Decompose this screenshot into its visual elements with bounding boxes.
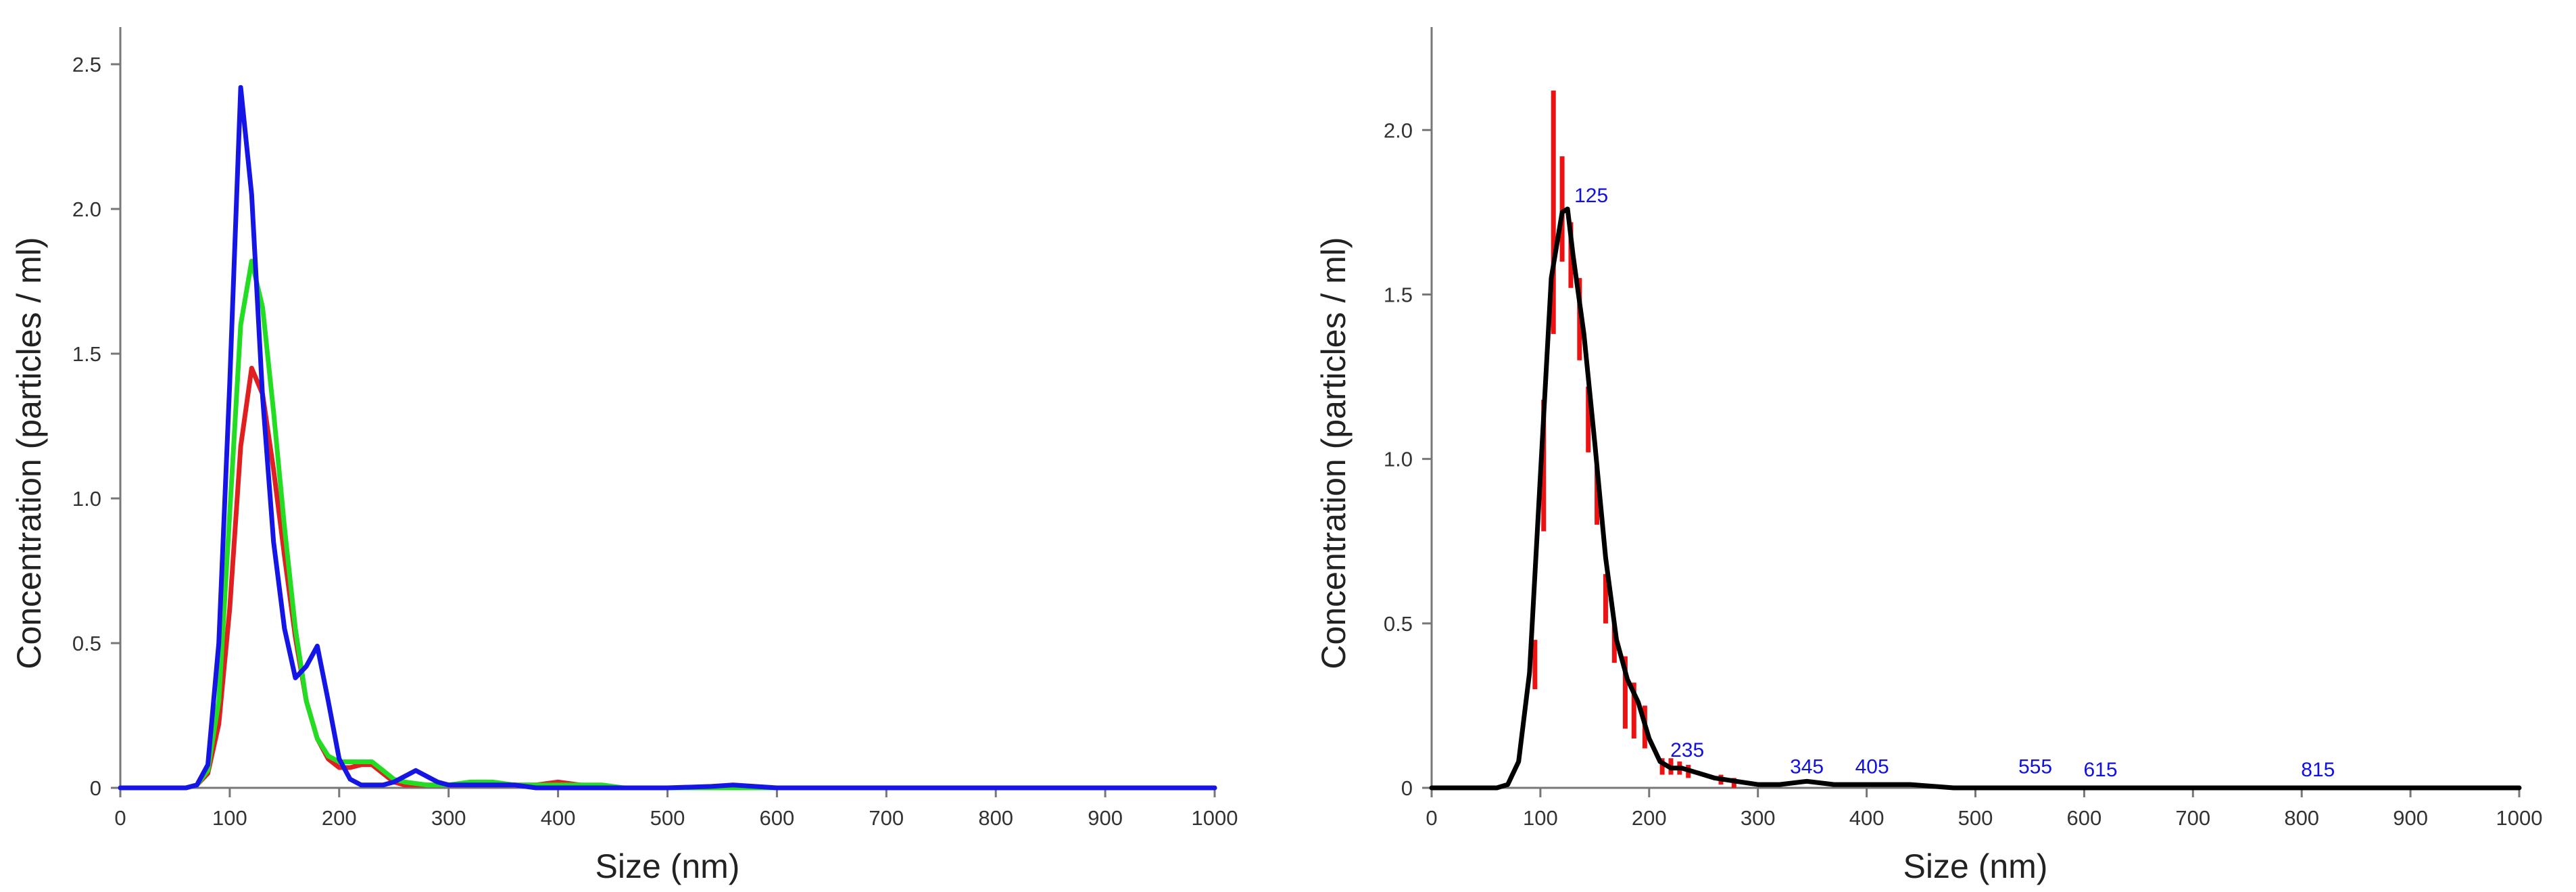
peak-label: 235 <box>1670 739 1704 761</box>
x-tick-label: 800 <box>978 806 1013 830</box>
x-tick-label: 200 <box>322 806 357 830</box>
x-tick-label: 700 <box>869 806 904 830</box>
x-tick-label: 700 <box>2175 806 2210 830</box>
peak-label: 125 <box>1574 185 1608 207</box>
y-axis-title: Concentration (particles / ml) <box>10 237 48 669</box>
chart-left: 0 100 200 300 400 500 600 700 800 900 1000 0 0.5 1.0 1… <box>10 27 1238 885</box>
y-tick-label: 0 <box>90 776 101 800</box>
y-tick-label: 1.0 <box>1384 448 1413 471</box>
y-tick-label: 2.5 <box>72 53 101 76</box>
x-axis-title: Size (nm) <box>1903 847 2048 885</box>
x-tick-label: 600 <box>760 806 795 830</box>
series-line-green <box>118 258 1217 791</box>
x-tick-label: 900 <box>1088 806 1123 830</box>
x-tick-label: 300 <box>431 806 466 830</box>
y-tick-label: 0.5 <box>1384 612 1413 636</box>
y-tick-label: 0 <box>1401 776 1413 800</box>
x-tick-label: 100 <box>1523 806 1558 830</box>
x-tick-label: 400 <box>1849 806 1885 830</box>
y-tick-label: 1.5 <box>72 342 101 366</box>
x-tick-label: 200 <box>1632 806 1667 830</box>
x-tick-label: 500 <box>1958 806 1993 830</box>
chart-right: 0 100 200 300 400 500 600 700 800 900 1000 0 0.5 1.0 1… <box>1315 27 2542 885</box>
x-tick-label: 100 <box>212 806 247 830</box>
x-axis-title: Size (nm) <box>596 847 740 885</box>
x-tick-label: 400 <box>541 806 576 830</box>
x-tick-label: 500 <box>650 806 685 830</box>
y-tick-label: 2.0 <box>72 197 101 221</box>
x-tick-label: 1000 <box>1192 806 1238 830</box>
y-axis-title: Concentration (particles / ml) <box>1315 237 1353 669</box>
peak-label: 405 <box>1855 755 1889 778</box>
peak-label: 615 <box>2084 759 2118 781</box>
series-line-mean <box>1429 206 2522 791</box>
x-tick-label: 300 <box>1741 806 1776 830</box>
peak-label: 555 <box>2018 755 2052 778</box>
x-tick-label: 900 <box>2393 806 2428 830</box>
series-line-red <box>118 365 1217 791</box>
y-tick-label: 1.5 <box>1384 283 1413 306</box>
y-tick-label: 0.5 <box>72 632 101 655</box>
y-tick-label: 1.0 <box>72 487 101 511</box>
y-tick-label: 2.0 <box>1384 118 1413 142</box>
peak-label: 345 <box>1790 755 1824 778</box>
peak-label: 815 <box>2301 759 2335 781</box>
x-tick-label: 0 <box>114 806 126 830</box>
x-tick-label: 0 <box>1426 806 1437 830</box>
x-tick-label: 600 <box>2067 806 2102 830</box>
x-tick-label: 800 <box>2284 806 2319 830</box>
series-line-blue <box>118 85 1217 791</box>
x-tick-label: 1000 <box>2496 806 2543 830</box>
